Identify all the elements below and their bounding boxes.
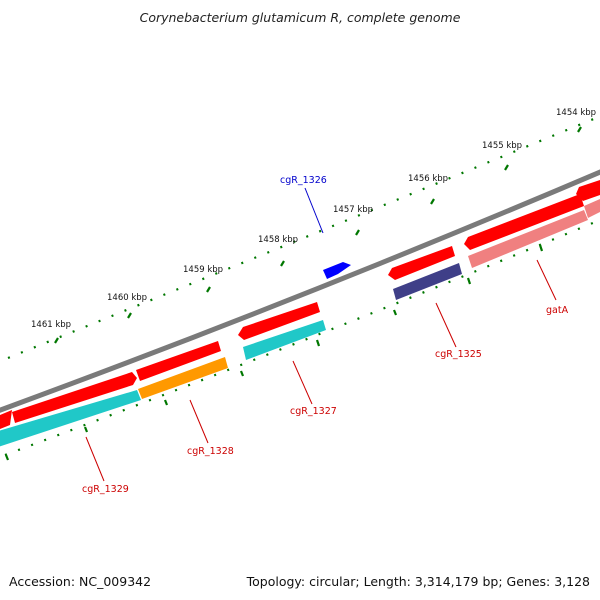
scale-label-1461: 1461 kbp [31,320,71,330]
accession-text: Accession: NC_009342 [9,574,152,589]
label-leader-cgR_1326 [304,187,324,234]
gene-arrow-cgR_1329[interactable] [12,372,137,423]
gene-label-gatA: gatA [546,305,569,316]
gene-label-cgR_1329: cgR_1329 [82,484,129,495]
scale-label-1457: 1457 kbp [333,205,373,215]
feature-cyan-cgR_1329[interactable] [0,390,141,448]
label-leader-cgR_1329 [85,436,105,482]
outer-scale-major-ticks [54,126,582,344]
scale-label-1454: 1454 kbp [556,108,596,118]
gene-arrow-cgR_1328[interactable] [136,341,221,381]
label-leader-gatA [536,259,557,301]
gene-arrow-gatA[interactable] [464,194,584,250]
scale-label-1456: 1456 kbp [408,174,448,184]
scale-label-1459: 1459 kbp [183,265,223,275]
inner-scale-major-ticks [4,244,544,461]
gene-arrow-cgR_1329-region[interactable] [0,410,12,431]
scale-label-1455: 1455 kbp [482,141,522,151]
gene-label-cgR_1328: cgR_1328 [187,446,234,457]
label-leader-cgR_1328 [189,399,209,444]
scale-label-1460: 1460 kbp [107,293,147,303]
feature-navy-cgR_1325[interactable] [393,263,462,300]
feature-cyan-cgR_1327[interactable] [243,320,326,360]
genome-backbone [0,169,600,413]
scale-label-1458: 1458 kbp [258,235,298,245]
gene-label-cgR_1327: cgR_1327 [290,406,337,417]
genome-stats-text: Topology: circular; Length: 3,314,179 bp… [246,574,590,589]
gene-arrow-next[interactable] [576,180,600,201]
outer-scale-dots [7,116,597,360]
feature-pink-next[interactable] [584,199,600,218]
label-leader-cgR_1325 [435,302,457,348]
feature-orange-cgR_1328[interactable] [138,357,228,399]
gene-label-cgR_1326: cgR_1326 [280,175,327,186]
feature-cgR_1326[interactable] [323,262,351,279]
map-title: Corynebacterium glutamicum R, complete g… [139,10,461,25]
feature-pink-gatA[interactable] [468,210,588,268]
gene-arrow-cgR_1327[interactable] [238,302,320,340]
gene-label-cgR_1325: cgR_1325 [435,349,482,360]
gene-arrow-cgR_1325[interactable] [388,246,455,280]
label-leader-cgR_1327 [292,360,313,405]
